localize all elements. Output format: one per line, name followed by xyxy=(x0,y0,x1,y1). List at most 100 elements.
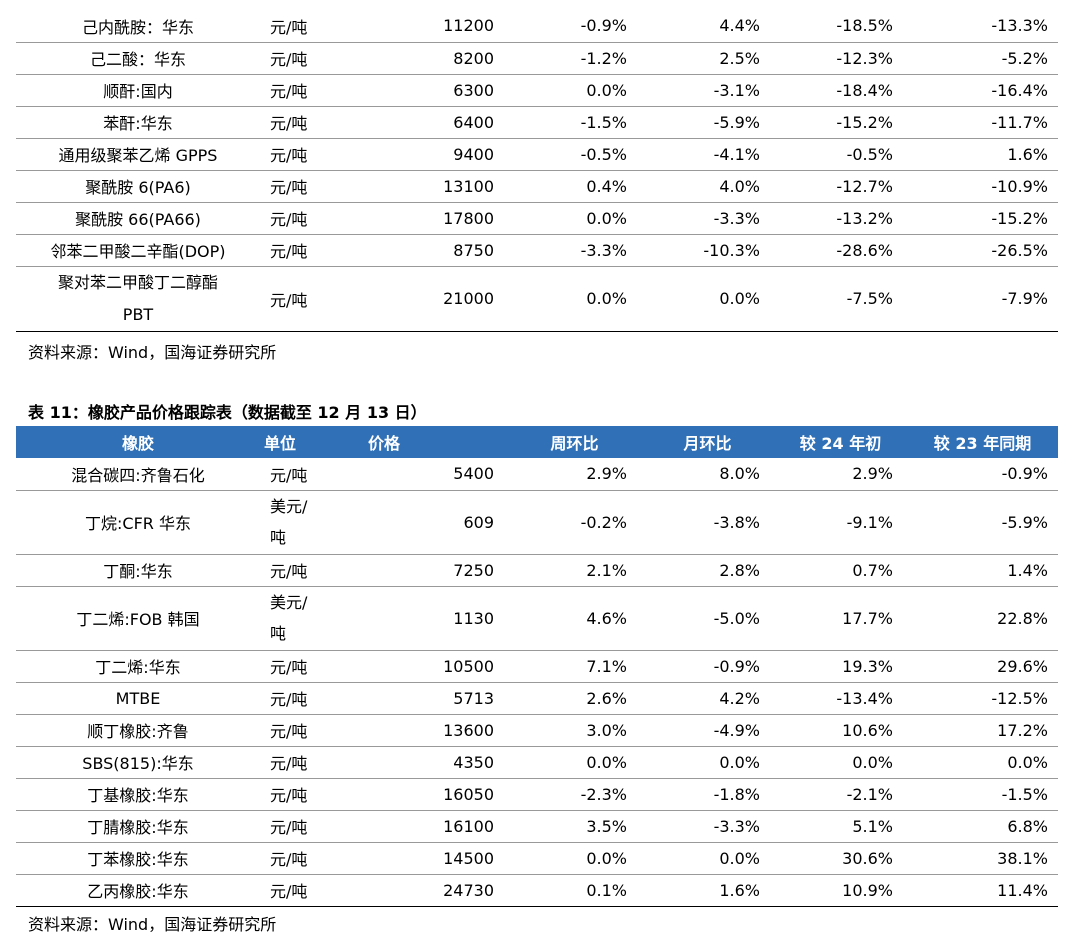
ytd-change-cell: -28.6% xyxy=(774,234,907,267)
month-change-cell: -3.8% xyxy=(641,490,774,555)
month-change-cell: -0.9% xyxy=(641,650,774,683)
table-row: 丁酮:华东 元/吨 7250 2.1% 2.8% 0.7% 1.4% xyxy=(16,554,1058,587)
product-name-cell: 丁二烯:华东 xyxy=(16,650,260,683)
week-change-cell: 0.1% xyxy=(508,874,641,907)
yoy-change-cell: -5.2% xyxy=(907,42,1058,75)
table-row: 苯酐:华东 元/吨 6400 -1.5% -5.9% -15.2% -11.7% xyxy=(16,106,1058,139)
price-cell: 16050 xyxy=(348,778,508,811)
price-cell: 14500 xyxy=(348,842,508,875)
table-row: 丁基橡胶:华东 元/吨 16050 -2.3% -1.8% -2.1% -1.5% xyxy=(16,778,1058,811)
product-name-cell: 丁二烯:FOB 韩国 xyxy=(16,586,260,651)
unit-cell-line-2: 吨 xyxy=(270,624,287,643)
table-row: 己内酰胺：华东 元/吨 11200 -0.9% 4.4% -18.5% -13.3% xyxy=(16,10,1058,43)
yoy-change-cell: 1.4% xyxy=(907,554,1058,587)
month-change-cell: -5.0% xyxy=(641,586,774,651)
price-cell: 9400 xyxy=(348,138,508,171)
product-name-cell: 混合碳四:齐鲁石化 xyxy=(16,458,260,491)
ytd-change-cell: -2.1% xyxy=(774,778,907,811)
yoy-change-cell: 38.1% xyxy=(907,842,1058,875)
price-cell: 8750 xyxy=(348,234,508,267)
month-change-cell: -1.8% xyxy=(641,778,774,811)
header-month-change: 月环比 xyxy=(683,434,732,453)
product-name-cell: 丁烷:CFR 华东 xyxy=(16,490,260,555)
ytd-change-cell: -12.3% xyxy=(774,42,907,75)
month-change-cell: -3.1% xyxy=(641,74,774,107)
price-cell: 8200 xyxy=(348,42,508,75)
ytd-change-cell: -13.4% xyxy=(774,682,907,715)
price-cell: 609 xyxy=(348,490,508,555)
week-change-cell: -0.2% xyxy=(508,490,641,555)
month-change-cell: 2.8% xyxy=(641,554,774,587)
unit-cell: 元/吨 xyxy=(260,458,348,491)
chemical-price-table: 己内酰胺：华东 元/吨 11200 -0.9% 4.4% -18.5% -13.3% 己二酸：… xyxy=(16,10,1058,332)
week-change-cell: 0.0% xyxy=(508,842,641,875)
unit-cell: 元/吨 xyxy=(260,554,348,587)
ytd-change-cell: -12.7% xyxy=(774,170,907,203)
yoy-change-cell: -26.5% xyxy=(907,234,1058,267)
unit-cell: 美元/吨 xyxy=(260,586,348,651)
price-cell: 13600 xyxy=(348,714,508,747)
ytd-change-cell: 2.9% xyxy=(774,458,907,491)
week-change-cell: 7.1% xyxy=(508,650,641,683)
ytd-change-cell: -18.5% xyxy=(774,10,907,43)
unit-cell: 元/吨 xyxy=(260,810,348,843)
price-cell: 7250 xyxy=(348,554,508,587)
week-change-cell: 0.0% xyxy=(508,202,641,235)
yoy-change-cell: 11.4% xyxy=(907,874,1058,907)
unit-cell: 元/吨 xyxy=(260,746,348,779)
ytd-change-cell: 0.0% xyxy=(774,746,907,779)
ytd-change-cell: -7.5% xyxy=(774,266,907,332)
week-change-cell: -1.5% xyxy=(508,106,641,139)
yoy-change-cell: 29.6% xyxy=(907,650,1058,683)
product-name-cell-line-2: PBT xyxy=(122,304,154,324)
yoy-change-cell: -0.9% xyxy=(907,458,1058,491)
week-change-cell: -1.2% xyxy=(508,42,641,75)
table-row: 聚酰胺 66(PA66) 元/吨 17800 0.0% -3.3% -13.2% -15.2… xyxy=(16,202,1058,235)
week-change-cell: 4.6% xyxy=(508,586,641,651)
table-row: 丁二烯:FOB 韩国 美元/吨 1130 4.6% -5.0% 17.7% 22.8% xyxy=(16,586,1058,651)
yoy-change-cell: -15.2% xyxy=(907,202,1058,235)
unit-cell: 元/吨 xyxy=(260,202,348,235)
month-change-cell: 1.6% xyxy=(641,874,774,907)
price-cell: 17800 xyxy=(348,202,508,235)
product-name-cell: 己内酰胺：华东 xyxy=(16,10,260,43)
product-name-cell-line-1: 聚对苯二甲酸丁二醇酯 xyxy=(57,272,218,292)
week-change-cell: 2.9% xyxy=(508,458,641,491)
unit-cell: 元/吨 xyxy=(260,234,348,267)
product-name-cell: MTBE xyxy=(16,682,260,715)
yoy-change-cell: -12.5% xyxy=(907,682,1058,715)
header-unit: 单位 xyxy=(264,434,297,453)
week-change-cell: 0.4% xyxy=(508,170,641,203)
unit-cell-line-1: 美元/ xyxy=(270,593,308,612)
unit-cell: 元/吨 xyxy=(260,106,348,139)
unit-cell: 元/吨 xyxy=(260,10,348,43)
top-table-source-note: 资料来源：Wind，国海证券研究所 xyxy=(28,343,277,362)
yoy-change-cell: 1.6% xyxy=(907,138,1058,171)
week-change-cell: 0.0% xyxy=(508,74,641,107)
table-row: 己二酸：华东 元/吨 8200 -1.2% 2.5% -12.3% -5.2% xyxy=(16,42,1058,75)
week-change-cell: 2.1% xyxy=(508,554,641,587)
yoy-change-cell: 22.8% xyxy=(907,586,1058,651)
product-name-cell: SBS(815):华东 xyxy=(16,746,260,779)
table-row: 顺丁橡胶:齐鲁 元/吨 13600 3.0% -4.9% 10.6% 17.2% xyxy=(16,714,1058,747)
month-change-cell: -4.1% xyxy=(641,138,774,171)
table-row: 混合碳四:齐鲁石化 元/吨 5400 2.9% 8.0% 2.9% -0.9% xyxy=(16,458,1058,491)
unit-cell: 元/吨 xyxy=(260,74,348,107)
product-name-cell: 通用级聚苯乙烯 GPPS xyxy=(16,138,260,171)
price-cell: 1130 xyxy=(348,586,508,651)
product-name-cell: 丁基橡胶:华东 xyxy=(16,778,260,811)
month-change-cell: -10.3% xyxy=(641,234,774,267)
month-change-cell: -3.3% xyxy=(641,202,774,235)
header-price: 价格 xyxy=(368,434,401,453)
month-change-cell: 4.4% xyxy=(641,10,774,43)
ytd-change-cell: -9.1% xyxy=(774,490,907,555)
yoy-change-cell: 6.8% xyxy=(907,810,1058,843)
yoy-change-cell: -13.3% xyxy=(907,10,1058,43)
ytd-change-cell: 0.7% xyxy=(774,554,907,587)
week-change-cell: -2.3% xyxy=(508,778,641,811)
month-change-cell: 4.0% xyxy=(641,170,774,203)
price-cell: 5400 xyxy=(348,458,508,491)
header-ytd-change: 较 24 年初 xyxy=(799,434,882,453)
rubber-table-header: 橡胶 单位 价格 周环比 月环比 较 24 年初 较 23 年同期 xyxy=(16,426,1058,458)
unit-cell: 元/吨 xyxy=(260,650,348,683)
